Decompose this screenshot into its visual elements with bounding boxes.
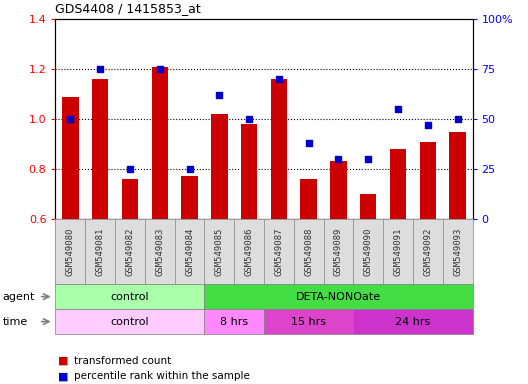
Point (155, 66, 164, 72)
Bar (55, 284, 204, 309)
Point (126, 166, 134, 172)
Point (66, 116, 74, 122)
Text: ■: ■ (58, 356, 69, 366)
Text: agent: agent (3, 291, 35, 302)
Text: transformed count: transformed count (74, 356, 171, 366)
Bar (390, 149, 406, 219)
Point (364, 156, 373, 162)
Point (275, 76, 283, 82)
Bar (241, 124, 257, 219)
Text: GSM549091: GSM549091 (393, 227, 402, 276)
Bar (300, 179, 317, 219)
Text: GSM549085: GSM549085 (215, 227, 224, 276)
Point (305, 140, 313, 146)
Text: control: control (110, 316, 149, 327)
Point (334, 156, 343, 162)
Text: DETA-NONOate: DETA-NONOate (296, 291, 381, 302)
Point (215, 92, 223, 98)
Text: GDS4408 / 1415853_at: GDS4408 / 1415853_at (55, 2, 201, 15)
Point (394, 106, 402, 112)
Bar (264, 309, 353, 334)
Bar (62, 97, 79, 219)
Point (96, 66, 105, 72)
Text: percentile rank within the sample: percentile rank within the sample (74, 371, 250, 381)
Text: GSM549080: GSM549080 (66, 227, 75, 276)
Bar (152, 67, 168, 219)
Text: GSM549084: GSM549084 (185, 227, 194, 276)
Bar (360, 194, 376, 219)
Text: GSM549083: GSM549083 (155, 227, 164, 276)
Text: GSM549081: GSM549081 (96, 227, 105, 276)
Text: 24 hrs: 24 hrs (395, 316, 431, 327)
Bar (204, 309, 264, 334)
Bar (420, 142, 436, 219)
Text: GSM549087: GSM549087 (275, 227, 284, 276)
Text: control: control (110, 291, 149, 302)
Text: time: time (3, 316, 28, 327)
Point (185, 166, 194, 172)
Text: GSM549092: GSM549092 (423, 227, 432, 276)
Text: ■: ■ (58, 371, 69, 381)
Bar (331, 162, 347, 219)
Point (245, 116, 253, 122)
Text: GSM549089: GSM549089 (334, 227, 343, 276)
Bar (181, 177, 197, 219)
Bar (122, 179, 138, 219)
Text: GSM549086: GSM549086 (244, 227, 253, 276)
Bar (353, 309, 473, 334)
Text: 8 hrs: 8 hrs (220, 316, 248, 327)
Text: 15 hrs: 15 hrs (291, 316, 326, 327)
Bar (204, 284, 473, 309)
Point (454, 116, 462, 122)
Bar (271, 79, 287, 219)
Bar (55, 309, 204, 334)
Text: GSM549088: GSM549088 (304, 227, 313, 276)
Point (423, 122, 432, 128)
Text: GSM549082: GSM549082 (126, 227, 135, 276)
Text: GSM549093: GSM549093 (453, 227, 462, 276)
Bar (92, 79, 108, 219)
Text: GSM549090: GSM549090 (364, 227, 373, 276)
Bar (449, 132, 466, 219)
Bar (211, 114, 228, 219)
